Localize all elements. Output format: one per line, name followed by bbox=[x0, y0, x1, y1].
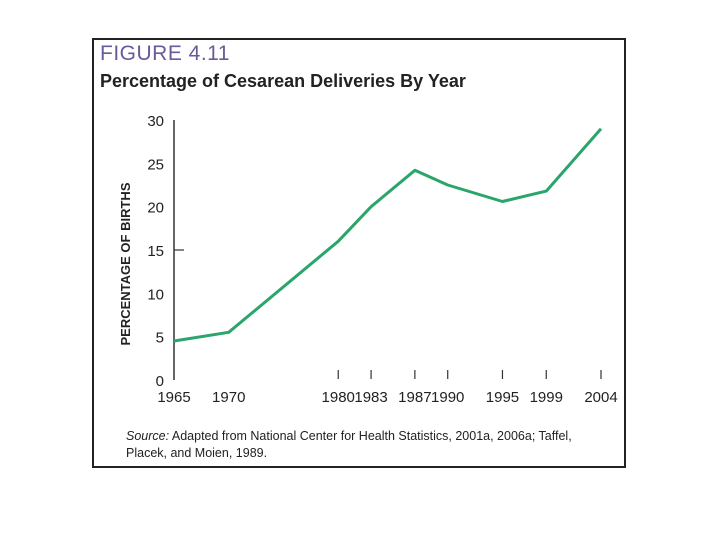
y-tick-label: 20 bbox=[147, 200, 164, 217]
y-tick-label: 5 bbox=[156, 330, 164, 347]
x-tick-label: 1995 bbox=[486, 389, 519, 406]
x-tick-label: 1980 bbox=[322, 389, 355, 406]
source-note: Source: Adapted from National Center for… bbox=[126, 428, 606, 462]
x-tick-label: 1965 bbox=[157, 389, 190, 406]
x-tick-label: 1990 bbox=[431, 389, 464, 406]
source-label: Source: bbox=[126, 429, 170, 443]
figure-label: FIGURE 4.11 bbox=[100, 42, 230, 65]
y-tick-label: 25 bbox=[147, 156, 164, 173]
y-tick-label: 10 bbox=[147, 286, 164, 303]
x-tick-label: 1983 bbox=[354, 389, 387, 406]
x-tick-label: 2004 bbox=[584, 389, 617, 406]
x-ticks: 1965 1970 1980 1983 1987 1990 1995 1999 2004 bbox=[157, 370, 618, 406]
x-tick-label: 1970 bbox=[212, 389, 245, 406]
y-tick-label: 15 bbox=[147, 243, 164, 260]
source-text: Adapted from National Center for Health … bbox=[126, 429, 572, 460]
figure-title: Percentage of Cesarean Deliveries By Yea… bbox=[100, 71, 466, 91]
x-tick-label: 1987 bbox=[398, 389, 431, 406]
series bbox=[173, 127, 603, 343]
x-tick-label: 1999 bbox=[530, 389, 563, 406]
y-tick-label: 30 bbox=[147, 113, 164, 130]
y-axis-label: PERCENTAGE OF BIRTHS bbox=[118, 182, 133, 345]
figure-frame: FIGURE 4.11 Percentage of Cesarean Deliv… bbox=[92, 38, 626, 468]
y-tick-label: 0 bbox=[156, 373, 164, 390]
series-line bbox=[173, 127, 603, 343]
y-ticks: 0 5 10 15 20 25 30 bbox=[147, 113, 184, 390]
